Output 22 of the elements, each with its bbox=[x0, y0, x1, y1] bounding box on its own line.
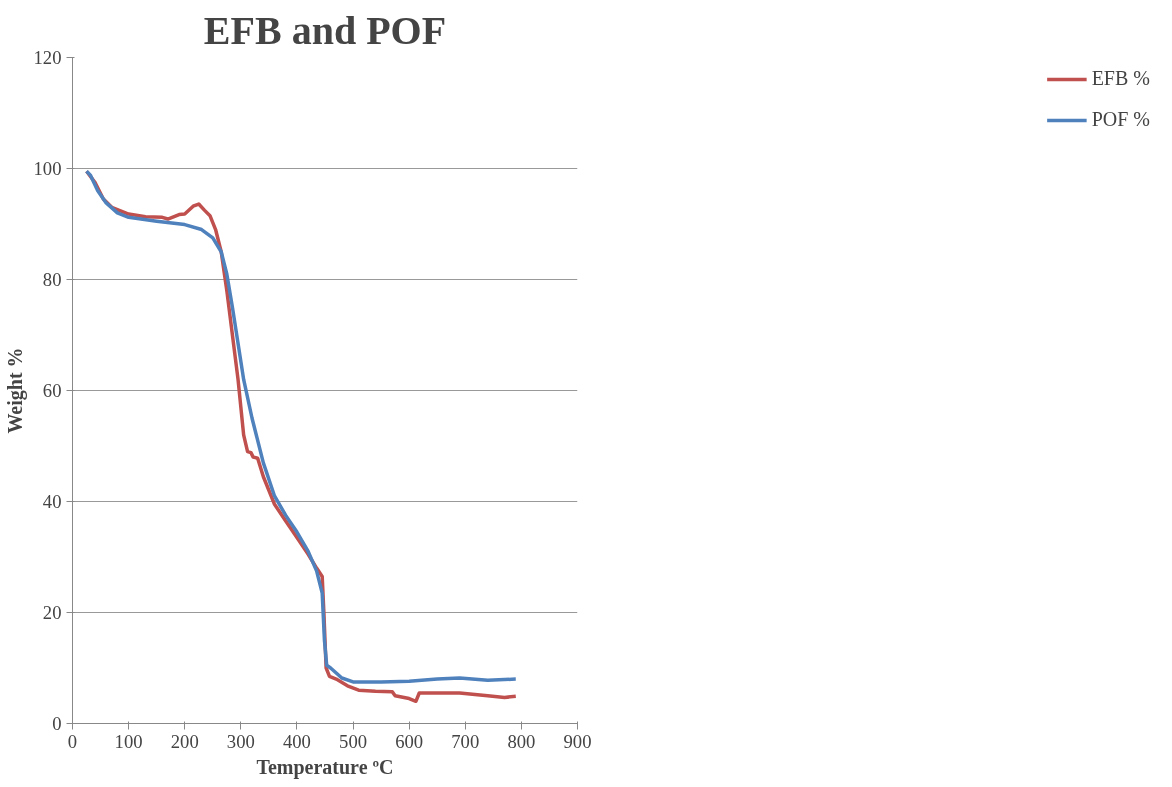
y-tick-label: 100 bbox=[33, 158, 62, 179]
chart-title: EFB and POF bbox=[203, 7, 447, 53]
x-tick-label: 100 bbox=[114, 730, 143, 752]
x-tick-label: 0 bbox=[67, 730, 78, 752]
legend-label: EFB % bbox=[1091, 67, 1150, 90]
x-tick-label: 700 bbox=[451, 730, 480, 752]
x-axis-title: Temperature ºC bbox=[256, 755, 394, 779]
x-tick-label: 500 bbox=[339, 730, 368, 752]
y-tick-label: 80 bbox=[42, 269, 62, 290]
y-tick-label: 40 bbox=[42, 491, 62, 512]
x-tick-label: 900 bbox=[563, 730, 592, 752]
x-tick-label: 200 bbox=[170, 730, 199, 752]
y-tick-label: 20 bbox=[42, 602, 62, 623]
y-tick-label: 60 bbox=[42, 380, 62, 401]
y-axis-title: Weight % bbox=[3, 347, 27, 434]
x-tick-label: 600 bbox=[395, 730, 424, 752]
y-tick-label: 120 bbox=[33, 47, 62, 68]
y-tick-label: 0 bbox=[52, 713, 62, 734]
x-tick-label: 800 bbox=[507, 730, 536, 752]
x-tick-label: 400 bbox=[282, 730, 311, 752]
x-tick-label: 300 bbox=[226, 730, 255, 752]
legend-label: POF % bbox=[1091, 108, 1150, 131]
